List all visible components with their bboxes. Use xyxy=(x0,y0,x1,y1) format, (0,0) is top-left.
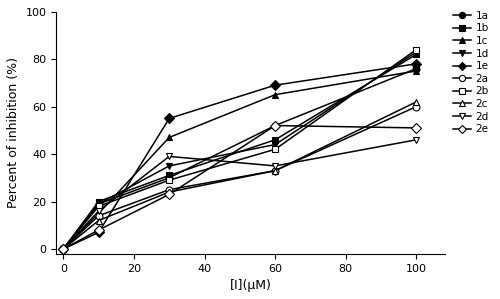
2d xyxy=(60,247,66,251)
Line: 1c: 1c xyxy=(60,68,420,252)
Line: 1a: 1a xyxy=(60,65,420,252)
2d xyxy=(96,209,102,213)
2e xyxy=(272,124,278,127)
1e xyxy=(272,83,278,87)
Line: 1d: 1d xyxy=(60,48,420,252)
2e xyxy=(166,193,172,196)
1a xyxy=(96,202,102,206)
1b xyxy=(272,138,278,142)
1b xyxy=(414,53,420,56)
2c xyxy=(166,190,172,194)
2e xyxy=(414,126,420,130)
1c xyxy=(60,247,66,251)
2a xyxy=(166,188,172,191)
2b xyxy=(96,205,102,208)
1e xyxy=(414,62,420,65)
2b xyxy=(414,48,420,51)
1d xyxy=(166,164,172,168)
1b xyxy=(166,174,172,177)
1e xyxy=(166,117,172,120)
Line: 2a: 2a xyxy=(60,103,420,252)
Y-axis label: Percent of inhibition (%): Percent of inhibition (%) xyxy=(7,57,20,208)
1a xyxy=(166,176,172,180)
2a xyxy=(272,169,278,173)
Legend: 1a, 1b, 1c, 1d, 1e, 2a, 2b, 2c, 2d, 2e: 1a, 1b, 1c, 1d, 1e, 2a, 2b, 2c, 2d, 2e xyxy=(448,7,493,138)
Line: 2d: 2d xyxy=(60,136,420,252)
1d xyxy=(60,247,66,251)
Line: 2e: 2e xyxy=(60,122,420,252)
2e xyxy=(60,247,66,251)
2d xyxy=(272,164,278,168)
X-axis label: [I](μM): [I](μM) xyxy=(230,279,272,292)
2b xyxy=(166,179,172,182)
2b xyxy=(272,147,278,151)
2a xyxy=(414,105,420,108)
1d xyxy=(96,202,102,206)
2a xyxy=(96,214,102,218)
2a xyxy=(60,247,66,251)
1a xyxy=(414,67,420,70)
Line: 2b: 2b xyxy=(60,46,420,252)
2c xyxy=(96,219,102,222)
2c xyxy=(60,247,66,251)
1e xyxy=(60,247,66,251)
1d xyxy=(272,143,278,146)
2b xyxy=(60,247,66,251)
Line: 1b: 1b xyxy=(60,51,420,252)
Line: 2c: 2c xyxy=(60,98,420,252)
1d xyxy=(414,50,420,54)
1c xyxy=(96,212,102,215)
2c xyxy=(414,100,420,103)
1c xyxy=(166,136,172,139)
2d xyxy=(166,155,172,158)
1b xyxy=(60,247,66,251)
Line: 1e: 1e xyxy=(60,60,420,252)
2c xyxy=(272,169,278,173)
1b xyxy=(96,200,102,203)
1a xyxy=(60,247,66,251)
2e xyxy=(96,228,102,232)
1c xyxy=(414,69,420,73)
2d xyxy=(414,138,420,142)
1c xyxy=(272,93,278,97)
1e xyxy=(96,231,102,234)
1a xyxy=(272,124,278,127)
